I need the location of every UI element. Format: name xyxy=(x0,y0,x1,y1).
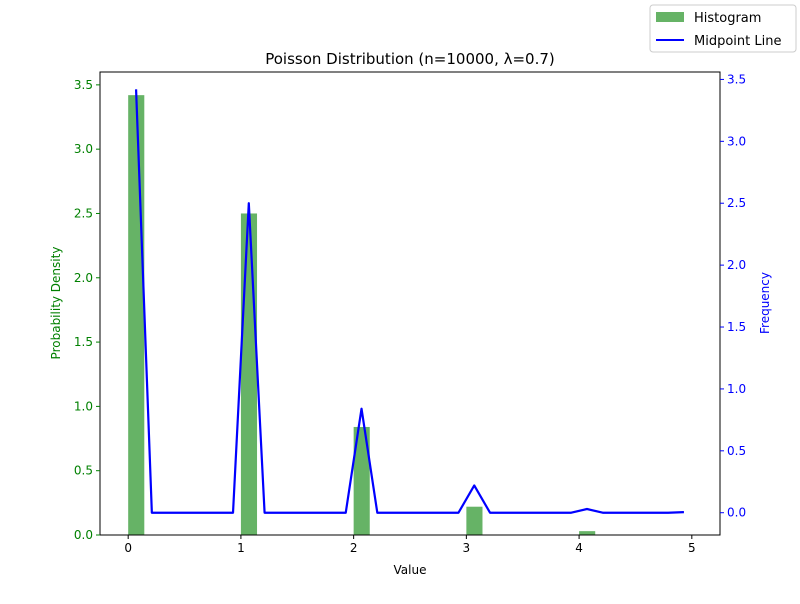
legend: Histogram Midpoint Line xyxy=(649,4,797,53)
y-right-tick-label: 1.5 xyxy=(727,320,746,334)
histogram-bar xyxy=(240,213,258,535)
plot-area: 0 1 2 3 4 5 0.0 0.5 1.0 1.5 2.0 2.5 3.0 3.5 0.0 0.5 1.0 1… xyxy=(74,71,746,555)
y-right-tick-label: 0.5 xyxy=(727,444,746,458)
y-left-tick-label: 2.5 xyxy=(74,206,93,220)
y-right-tick-label: 0.0 xyxy=(727,506,746,520)
legend-histogram-swatch xyxy=(656,12,684,22)
legend-histogram-label: Histogram xyxy=(694,11,761,26)
x-axis-label: Value xyxy=(394,563,427,577)
plot-frame xyxy=(99,71,721,536)
y-right-tick-label: 2.0 xyxy=(727,258,746,272)
y-right-tick-label: 2.5 xyxy=(727,196,746,210)
legend-line-label: Midpoint Line xyxy=(694,34,781,49)
x-tick-label: 1 xyxy=(237,541,245,555)
x-tick-label: 2 xyxy=(350,541,358,555)
x-tick-label: 3 xyxy=(463,541,471,555)
histogram-bar xyxy=(579,531,596,535)
y-left-tick-label: 3.0 xyxy=(74,142,93,156)
chart-title: Poisson Distribution (n=10000, λ=0.7) xyxy=(265,50,555,68)
x-tick-label: 4 xyxy=(575,541,583,555)
histogram-bar xyxy=(466,506,483,535)
y-left-tick-label: 0.5 xyxy=(74,464,93,478)
y-left-tick-label: 0.0 xyxy=(74,528,93,542)
y-axis-label-right: Frequency xyxy=(758,272,772,334)
midpoint-line xyxy=(134,89,684,514)
x-tick-label: 5 xyxy=(688,541,696,555)
histogram-bar xyxy=(128,95,145,536)
histogram-bar xyxy=(353,426,370,535)
y-left-tick-label: 3.5 xyxy=(74,78,93,92)
y-right-tick-label: 3.5 xyxy=(727,72,746,86)
x-tick-label: 0 xyxy=(124,541,132,555)
y-left-tick-label: 1.5 xyxy=(74,335,93,349)
legend-box xyxy=(649,4,797,53)
y-axis-label-left: Probability Density xyxy=(49,247,63,360)
y-left-tick-label: 2.0 xyxy=(74,271,93,285)
y-left-tick-label: 1.0 xyxy=(74,399,93,413)
y-right-tick-label: 1.0 xyxy=(727,382,746,396)
y-right-tick-label: 3.0 xyxy=(727,134,746,148)
